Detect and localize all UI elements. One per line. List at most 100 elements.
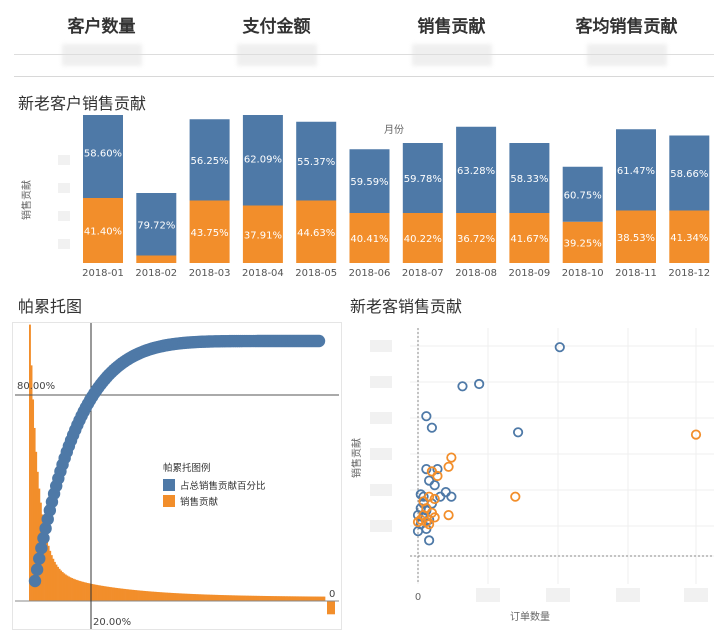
pareto-bar [170,592,173,601]
pareto-bar [194,594,197,601]
pareto-bar [309,596,312,601]
pareto-bar [52,558,55,601]
blurred-tick [370,448,392,460]
blurred-tick [684,588,708,602]
scatter-point-orange [429,493,440,505]
pareto-bar [139,590,142,601]
pareto-bar [212,594,215,601]
legend-swatch-blue [163,479,175,491]
bar-data-label: 56.25% [191,156,229,167]
scatter-point-blue [424,535,435,546]
pareto-bar [186,593,189,601]
bar-data-label: 63.28% [457,166,495,177]
bar-x-tick-label: 2018-04 [242,268,284,279]
pareto-bar [200,594,203,601]
pareto-bar [209,594,212,601]
bar-data-label: 36.72% [457,234,495,245]
pareto-bar [116,588,119,601]
bar-segment-old [669,210,710,263]
pareto-bar [275,596,278,601]
blurred-tick [58,183,70,193]
kpi-avg-contribution: 客均销售贡献 [539,14,714,66]
pareto-cumulative-point [28,574,42,588]
pareto-bar [315,596,318,601]
scatter-point-blue [421,411,432,422]
bar-segment-new [349,149,390,213]
pareto-bar [281,596,284,601]
pareto-bar [273,596,276,601]
pareto-bar [117,588,120,601]
bar-segment-new [562,166,603,222]
bar-data-label: 60.75% [564,190,602,201]
scatter-point-orange [443,510,454,521]
pareto-bar [259,595,262,601]
bar-segment-new [669,135,710,211]
pareto-bar [50,555,53,601]
pareto-bar [258,595,260,601]
pareto-bar [323,596,326,601]
pareto-bar [130,589,133,601]
pareto-cumulative-point [37,531,50,545]
pareto-bar [131,589,134,601]
pareto-bar [141,590,144,601]
pareto-cumulative-point [39,522,52,535]
bar-data-label: 41.67% [510,234,548,245]
pareto-bar [214,594,217,601]
pareto-bar [95,584,98,601]
pareto-bar [99,585,102,601]
bar-chart-title: 新老客户销售贡献 [18,94,147,113]
pareto-bar [156,591,159,601]
bar-data-label: 59.78% [404,174,442,185]
pareto-bar [33,427,36,601]
pareto-bar [293,596,296,601]
pareto-bar [57,566,59,601]
pareto-bar [43,524,45,601]
pareto-bar [217,594,220,601]
pareto-bar [229,595,232,601]
pareto-bar [189,593,192,601]
pareto-bar [242,595,245,601]
pareto-bar [304,596,307,601]
bar-data-label: 58.66% [670,169,708,180]
pareto-bar [30,365,33,601]
pareto-bar [192,594,195,601]
pareto-bar [85,582,87,601]
pareto-bar [318,596,321,601]
bar-x-tick-label: 2018-07 [402,268,444,279]
pareto-bar [71,578,73,601]
pareto-bar [237,595,240,601]
pareto-bar [80,581,83,601]
pareto-bar [306,596,309,601]
pareto-bar [264,595,267,601]
pareto-bar [205,594,207,601]
pareto-bar [108,586,111,601]
bar-segment-old [562,221,603,263]
blurred-tick [58,211,70,221]
pareto-bar [32,399,35,601]
pareto-bar [321,596,324,601]
scatter-x-tick-zero: 0 [415,592,421,603]
pareto-bar [67,576,70,601]
pareto-bar [208,594,211,601]
pareto-bar [78,580,81,601]
pareto-bar [243,595,246,601]
pareto-bar [282,596,285,601]
pareto-ref-label-y: 80.00% [17,381,55,392]
kpi-payment-amount: 支付金额 [189,14,364,66]
scatter-point-blue [446,491,457,502]
pareto-negative-bar [327,601,335,615]
bar-segment-new [616,129,656,211]
blurred-tick [370,484,392,496]
pareto-bar [254,595,257,601]
pareto-bar [148,591,151,601]
pareto-bar [94,584,97,601]
pareto-bar [113,587,116,601]
pareto-title: 帕累托图 [18,297,83,316]
bar-y-tick-placeholders [58,155,70,249]
bar-data-label: 58.60% [84,148,122,159]
scatter-point-orange [446,452,457,463]
kpi-divider [14,54,714,55]
bar-segment-old [509,213,550,263]
pareto-bar [53,561,56,601]
scatter-point-blue [429,480,440,491]
